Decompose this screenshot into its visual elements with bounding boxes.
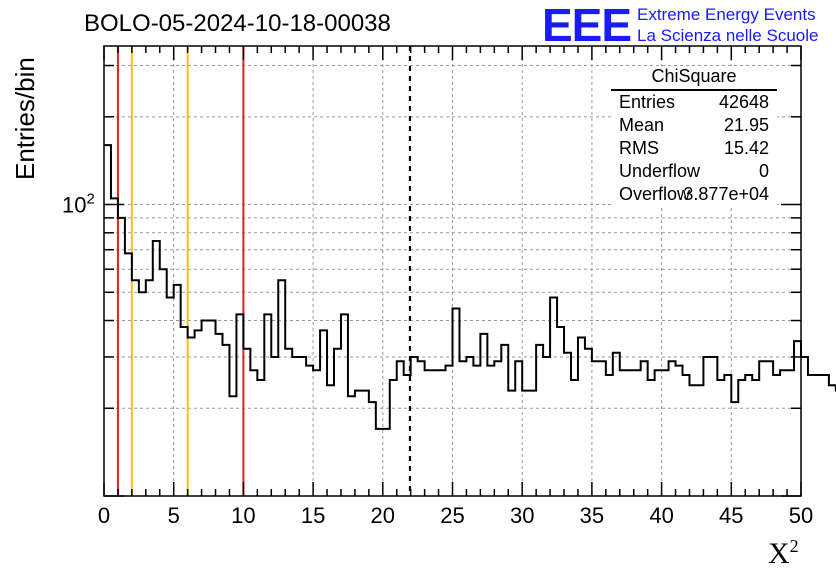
histogram-line xyxy=(104,144,836,430)
stats-key: Underflow xyxy=(619,161,701,181)
stats-value: 21.95 xyxy=(723,115,769,135)
x-axis-label-base: X xyxy=(768,537,790,570)
x-tick-label: 40 xyxy=(649,503,673,528)
y-tick-label: 102 xyxy=(62,191,95,218)
x-tick-label: 10 xyxy=(231,503,255,528)
marker-lines xyxy=(116,46,412,496)
stats-rows: Entries 42648 Mean 21.95 RMS 15.42 Underflow 0 O… xyxy=(611,91,777,206)
x-axis-label: X2 xyxy=(768,536,799,571)
stats-key: Mean xyxy=(619,115,665,135)
stats-key: Overflow xyxy=(619,184,691,204)
grid xyxy=(104,46,801,497)
stats-value: 15.42 xyxy=(723,138,769,158)
stats-key: Entries xyxy=(619,92,676,112)
logo-line-2: La Scienza nelle Scuole xyxy=(637,26,819,45)
eee-logo-text: Extreme Energy Events La Scienza nelle S… xyxy=(637,4,818,46)
axis-ticks xyxy=(103,46,802,497)
y-axis-label: Entries/bin xyxy=(10,57,40,180)
stats-value: 0 xyxy=(758,161,769,181)
x-tick-label: 50 xyxy=(789,503,813,528)
stats-value: 42648 xyxy=(718,92,769,112)
x-tick-label: 45 xyxy=(719,503,743,528)
stats-row: Overflow 3.877e+04 xyxy=(611,183,777,206)
stats-title: ChiSquare xyxy=(611,66,777,91)
stats-value: 3.877e+04 xyxy=(683,184,769,204)
stats-key: RMS xyxy=(619,138,659,158)
chart-title: BOLO-05-2024-10-18-00038 xyxy=(84,10,391,37)
stats-box: ChiSquare Entries 42648 Mean 21.95 RMS 15.42 U… xyxy=(611,66,777,206)
x-tick-label: 25 xyxy=(440,503,464,528)
stats-row: Entries 42648 xyxy=(611,91,777,114)
x-axis-label-sup: 2 xyxy=(789,536,799,556)
x-tick-label: 0 xyxy=(98,503,110,528)
eee-logo: EEE xyxy=(542,0,632,51)
tick-labels: 0 5 10 15 20 25 30 35 40 45 50 102 xyxy=(62,191,813,528)
x-tick-label: 30 xyxy=(510,503,534,528)
stats-row: RMS 15.42 xyxy=(611,137,777,160)
x-tick-label: 15 xyxy=(301,503,325,528)
logo-line-1: Extreme Energy Events xyxy=(637,5,816,24)
stats-row: Mean 21.95 xyxy=(611,114,777,137)
stats-row: Underflow 0 xyxy=(611,160,777,183)
x-tick-label: 5 xyxy=(168,503,180,528)
x-tick-label: 35 xyxy=(580,503,604,528)
x-tick-label: 20 xyxy=(371,503,395,528)
